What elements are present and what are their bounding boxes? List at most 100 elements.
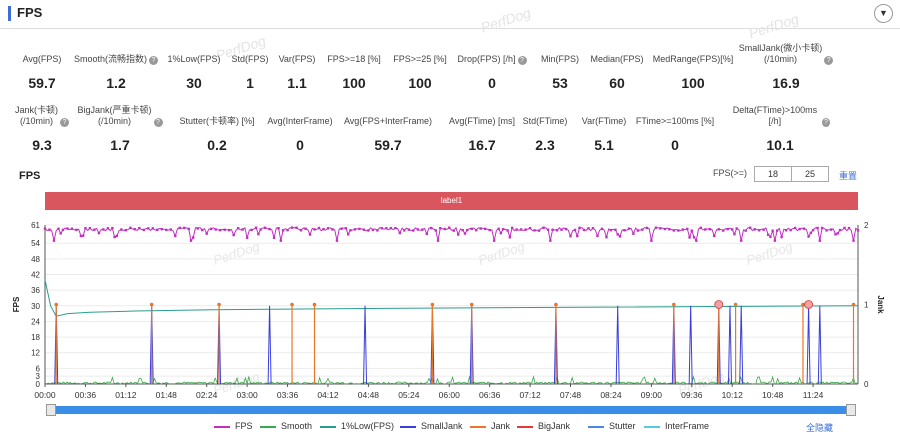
- fps-point: [695, 239, 698, 242]
- fps-point: [286, 228, 289, 232]
- y-tick-label: 30: [31, 302, 40, 311]
- fps-point: [733, 232, 736, 236]
- stat-fps>=18: FPS>=18 [%] 100: [304, 43, 404, 91]
- stat-label: SmallJank(微小卡顿) (/10min)?: [736, 43, 836, 65]
- smalljank-spike: [727, 305, 732, 385]
- fps-point: [263, 226, 267, 229]
- stat-value: 30: [186, 75, 202, 91]
- fps-point: [834, 233, 837, 236]
- fps-point: [113, 235, 116, 239]
- series-1pct-low-line: [44, 279, 859, 317]
- slider-track[interactable]: [54, 406, 848, 414]
- fps-point: [279, 239, 283, 242]
- fps-point: [497, 227, 500, 231]
- fps-point: [436, 239, 440, 242]
- legend-swatch: [400, 425, 416, 428]
- slider-handle-right[interactable]: [846, 404, 856, 416]
- stat-value: 59.7: [28, 75, 56, 91]
- fps-point: [825, 229, 828, 232]
- stat-label: BigJank(严重卡顿) (/10min)?: [70, 105, 170, 127]
- fps-point: [533, 229, 536, 232]
- smalljank-spike: [671, 305, 676, 385]
- fps-point: [501, 228, 505, 231]
- stat-label: Jank(卡顿) (/10min)?: [0, 105, 92, 127]
- jank-marker: [430, 302, 435, 307]
- stat-value: 100: [342, 75, 366, 91]
- legend-item-stutter[interactable]: Stutter: [588, 421, 636, 431]
- legend-item-1lowfps[interactable]: 1%Low(FPS): [320, 421, 394, 431]
- reset-button[interactable]: 重置: [839, 171, 858, 181]
- fps-point: [245, 236, 249, 239]
- fps-point: [578, 226, 581, 230]
- help-icon[interactable]: ?: [60, 118, 69, 127]
- fps-point: [106, 227, 110, 230]
- help-icon[interactable]: ?: [153, 118, 163, 127]
- fps-threshold-input-2[interactable]: 25: [791, 166, 829, 182]
- help-icon[interactable]: ?: [517, 56, 527, 65]
- stat-value: 10.1: [766, 137, 794, 153]
- legend-swatch: [470, 425, 486, 428]
- chevron-down-icon[interactable]: ▼: [874, 4, 893, 23]
- stat-medrange: MedRange(FPS)[%] 100: [643, 43, 743, 91]
- x-tick-label: 08:24: [600, 390, 622, 400]
- stat-avg: Avg(FPS) 59.7: [0, 43, 92, 91]
- fps-point: [115, 234, 119, 238]
- watermark: PerfDog: [211, 239, 262, 268]
- legend-swatch: [644, 425, 660, 428]
- legend-item-bigjank[interactable]: BigJank: [517, 421, 570, 431]
- help-icon[interactable]: ?: [824, 56, 834, 65]
- fps-point: [699, 226, 702, 230]
- stat-value: 1.2: [106, 75, 126, 91]
- smalljank-spike: [817, 305, 822, 385]
- fps-point: [326, 227, 330, 230]
- x-tick-label: 04:12: [317, 390, 339, 400]
- fps-point: [508, 236, 512, 239]
- legend-item-jank[interactable]: Jank: [470, 421, 510, 431]
- stat-label: Min(FPS): [541, 54, 579, 64]
- slider-handle-left[interactable]: [46, 404, 56, 416]
- fps-point: [335, 239, 339, 242]
- time-range-slider[interactable]: [46, 404, 856, 416]
- legend-item-interframe[interactable]: InterFrame: [644, 421, 709, 431]
- fps-point: [492, 239, 496, 242]
- fps-point: [290, 226, 294, 229]
- y-tick-label: 0: [36, 380, 41, 389]
- stat-value: 2.3: [535, 137, 555, 153]
- fps-point: [209, 227, 213, 231]
- x-tick-label: 00:00: [34, 390, 56, 400]
- fps-point: [605, 235, 608, 239]
- x-tick-label: 05:24: [398, 390, 420, 400]
- label-band[interactable]: label1: [45, 192, 858, 210]
- fps-threshold-input-1[interactable]: 18: [754, 166, 792, 182]
- fps-point: [582, 228, 586, 232]
- watermark: PerfDog: [476, 239, 527, 268]
- fps-point: [156, 228, 159, 231]
- section-header: FPS ▼: [0, 0, 900, 28]
- fps-point: [587, 227, 590, 230]
- hide-all-button[interactable]: 全隐藏: [806, 423, 834, 433]
- fps-point: [52, 239, 56, 242]
- fps-point: [688, 236, 691, 239]
- stat-bigjank: BigJank(严重卡顿) (/10min)? 1.7: [70, 105, 170, 153]
- help-icon[interactable]: ?: [821, 118, 830, 127]
- legend-label: 1%Low(FPS): [341, 421, 395, 431]
- legend-item-smalljank[interactable]: SmallJank: [400, 421, 463, 431]
- y-axis-right-title: Jank: [876, 295, 885, 314]
- fps-point: [205, 232, 208, 235]
- fps-point: [189, 239, 193, 242]
- fps-point: [452, 229, 455, 232]
- stat-value: 9.3: [32, 137, 52, 153]
- fps-point: [111, 226, 114, 230]
- fps-point: [618, 235, 622, 238]
- help-icon[interactable]: ?: [149, 56, 158, 65]
- fps-point: [627, 227, 631, 230]
- fps-point: [838, 228, 842, 232]
- legend-label: BigJank: [538, 421, 571, 431]
- legend-item-fps[interactable]: FPS: [214, 421, 253, 431]
- legend-item-smooth[interactable]: Smooth: [260, 421, 312, 431]
- x-tick-label: 04:48: [358, 390, 380, 400]
- fps-point: [681, 228, 685, 231]
- fps-point: [762, 228, 765, 231]
- stat-label: Var(FPS): [278, 54, 316, 64]
- fps-point: [784, 229, 788, 232]
